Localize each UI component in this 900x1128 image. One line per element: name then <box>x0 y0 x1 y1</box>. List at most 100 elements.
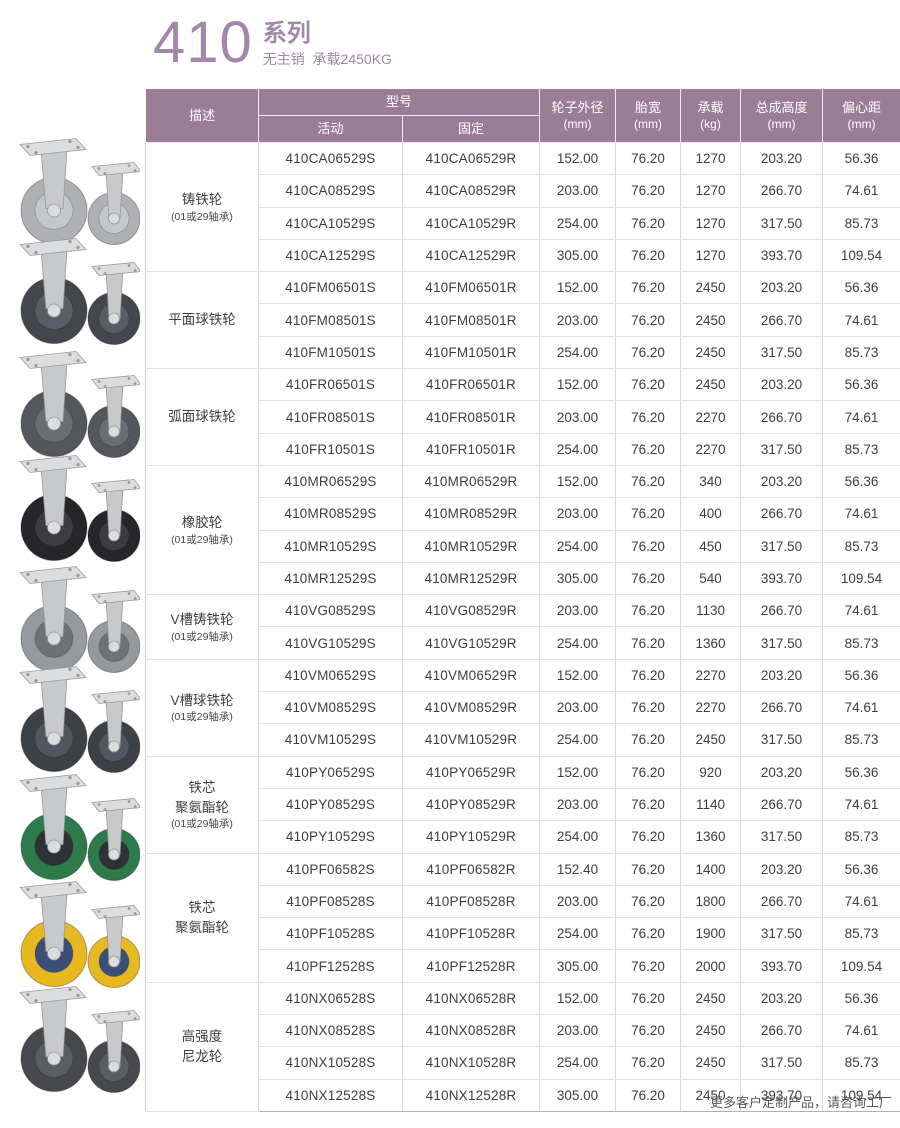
load-capacity-cell: 540 <box>680 562 742 596</box>
overall-height-cell: 203.20 <box>740 755 824 789</box>
model-swivel-cell: 410PF10528S <box>258 917 403 951</box>
overall-height-cell: 317.50 <box>740 207 824 240</box>
tread-width-cell: 76.20 <box>615 981 682 1016</box>
load-capacity-cell: 450 <box>680 530 742 563</box>
wheel-diameter-cell: 152.00 <box>539 658 617 693</box>
description-cell: 铁芯 聚氨酯轮 (01或29轴承) <box>145 755 259 854</box>
model-fixed-cell: 410VM10529R <box>402 723 541 757</box>
tread-width-cell: 76.20 <box>615 885 682 919</box>
description-line: 聚氨酯轮 <box>175 799 229 815</box>
tread-width-cell: 76.20 <box>615 691 682 725</box>
wheel-diameter-cell: 254.00 <box>539 207 617 240</box>
tread-width-cell: 76.20 <box>615 949 682 983</box>
model-fixed-cell: 410VM08529R <box>402 691 541 725</box>
wheel-diameter-cell: 152.00 <box>539 368 617 402</box>
swivel-caster-icon <box>19 455 88 561</box>
tread-width-cell: 76.20 <box>615 626 682 660</box>
description-line: 弧面球铁轮 <box>168 409 236 425</box>
wheel-diameter-cell: 254.00 <box>539 723 617 757</box>
wheel-diameter-cell: 254.00 <box>539 626 617 660</box>
model-swivel-cell: 410VG10529S <box>258 626 403 660</box>
load-capacity-cell: 340 <box>680 464 742 499</box>
wheel-diameter-cell: 254.00 <box>539 530 617 563</box>
table-row: 410CA08529S 410CA08529R 203.00 76.20 1270 266… <box>146 174 900 208</box>
table-row: 铁芯 聚氨酯轮 410PF06582S 410PF06582R 152.40 76.20 1… <box>145 852 900 983</box>
wheel-diameter-cell: 305.00 <box>539 949 617 983</box>
model-swivel-cell: 410FM08501S <box>258 303 403 337</box>
overall-height-cell: 266.70 <box>740 303 824 337</box>
table-row: 橡胶轮 (01或29轴承) 410MR06529S 410MR06529R 152.00… <box>145 464 900 596</box>
offset-cell: 109.54 <box>822 949 900 983</box>
description-cell: 弧面球铁轮 <box>145 368 259 466</box>
description-cell: 橡胶轮 (01或29轴承) <box>145 464 259 596</box>
overall-height-cell: 317.50 <box>740 723 824 757</box>
load-capacity-cell: 2000 <box>680 949 742 983</box>
model-swivel-cell: 410VM10529S <box>258 723 403 757</box>
caster-pair-icon <box>19 774 142 881</box>
table-row: 弧面球铁轮 410FR06501S 410FR06501R 152.00 76.20 24… <box>145 368 900 466</box>
description-line: (01或29轴承) <box>171 630 233 643</box>
overall-height-cell: 393.70 <box>740 1079 824 1112</box>
content-area: 描述 型号 轮子外径 (mm) 胎宽 (mm) 承载 (kg) 总成高度 (mm… <box>0 88 900 1112</box>
header-load-label: 承载 <box>697 100 724 115</box>
header-wheel-diameter-unit: (mm) <box>563 116 592 131</box>
table-row: 410PY08529S 410PY08529R 203.00 76.20 1140 266… <box>146 788 900 822</box>
model-fixed-cell: 410FR10501R <box>402 433 541 466</box>
table-row: 高强度 尼龙轮 410NX06528S 410NX06528R 152.00 76.20 2… <box>145 981 900 1112</box>
table-row: 铸铁轮 (01或29轴承) 410CA06529S 410CA06529R 152.00… <box>145 141 900 273</box>
model-swivel-cell: 410CA08529S <box>258 174 403 208</box>
tread-width-cell: 76.20 <box>615 141 682 176</box>
load-capacity-cell: 1360 <box>680 626 742 660</box>
swivel-caster-icon <box>19 774 88 880</box>
model-swivel-cell: 410FM06501S <box>258 271 403 305</box>
overall-height-cell: 317.50 <box>740 336 824 370</box>
model-fixed-cell: 410PY06529R <box>402 755 541 789</box>
overall-height-cell: 266.70 <box>740 885 824 919</box>
load-capacity-cell: 1140 <box>680 788 742 822</box>
offset-cell: 109.54 <box>822 1079 900 1112</box>
offset-cell: 109.54 <box>822 562 900 596</box>
tread-width-cell: 76.20 <box>615 1046 682 1080</box>
overall-height-cell: 203.20 <box>740 464 824 499</box>
table-row: V槽球铁轮 (01或29轴承) 410VM06529S 410VM06529R 152.… <box>145 658 900 757</box>
description-line: 平面球铁轮 <box>168 312 236 328</box>
header-overall-height: 总成高度 (mm) <box>740 88 824 143</box>
description-line: 铸铁轮 <box>181 192 223 208</box>
offset-cell: 85.73 <box>822 626 900 660</box>
table-row: 410VM08529S 410VM08529R 203.00 76.20 2270 266… <box>146 691 900 725</box>
tread-width-cell: 76.20 <box>615 788 682 822</box>
offset-cell: 56.36 <box>822 755 900 789</box>
load-capacity-cell: 2270 <box>680 400 742 434</box>
caster-pair-icon <box>19 351 142 458</box>
fixed-caster-icon <box>87 1010 142 1093</box>
model-fixed-cell: 410PF08528R <box>402 885 541 919</box>
wheel-diameter-cell: 254.00 <box>539 1046 617 1080</box>
load-capacity-cell: 1270 <box>680 141 742 176</box>
offset-cell: 56.36 <box>822 464 900 499</box>
wheel-diameter-cell: 203.00 <box>539 400 617 434</box>
spec-table: 描述 型号 轮子外径 (mm) 胎宽 (mm) 承载 (kg) 总成高度 (mm… <box>145 88 900 1112</box>
model-fixed-cell: 410MR06529R <box>402 464 541 499</box>
table-row: 410FR10501S 410FR10501R 254.00 76.20 2270 317… <box>146 433 900 466</box>
description-cell: 铁芯 聚氨酯轮 <box>145 852 259 983</box>
load-capacity-cell: 1130 <box>680 594 742 628</box>
caster-pair-icon <box>19 455 142 562</box>
overall-height-cell: 203.20 <box>740 658 824 693</box>
caster-pair-icon <box>19 666 142 773</box>
model-swivel-cell: 410FR10501S <box>258 433 403 466</box>
model-swivel-cell: 410NX12528S <box>258 1079 403 1112</box>
table-row: 410MR08529S 410MR08529R 203.00 76.20 400 266.… <box>146 497 900 531</box>
tread-width-cell: 76.20 <box>615 303 682 337</box>
swivel-caster-icon <box>19 138 88 244</box>
table-row: 410NX10528S 410NX10528R 254.00 76.20 2450 317… <box>146 1046 900 1080</box>
caster-pair-icon <box>19 238 142 345</box>
tread-width-cell: 76.20 <box>615 1014 682 1048</box>
header-description: 描述 <box>145 88 259 143</box>
description-cell: 平面球铁轮 <box>145 271 259 370</box>
model-swivel-cell: 410FR06501S <box>258 368 403 402</box>
overall-height-cell: 266.70 <box>740 400 824 434</box>
overall-height-cell: 393.70 <box>740 562 824 596</box>
header-load-unit: (kg) <box>700 116 721 131</box>
wheel-diameter-cell: 152.40 <box>539 852 617 886</box>
tread-width-cell: 76.20 <box>615 433 682 466</box>
